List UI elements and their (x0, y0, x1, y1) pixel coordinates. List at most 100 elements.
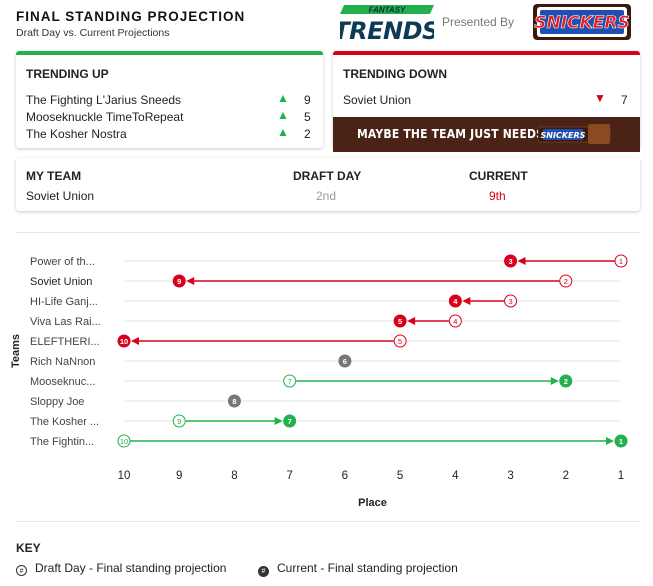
key-draft-day: # Draft Day - Final standing projection (16, 561, 226, 576)
my-team-name[interactable]: Soviet Union (26, 189, 95, 203)
trending-down-change: 7 (621, 93, 628, 107)
arrowhead (550, 377, 559, 385)
key-heading: KEY (16, 541, 41, 555)
current-value: 9th (489, 189, 506, 203)
current-label: 1 (619, 437, 623, 446)
draft-day-col-header: DRAFT DAY (293, 169, 362, 183)
x-tick-label: 5 (397, 470, 403, 482)
x-tick-label: 2 (563, 470, 569, 482)
logo-main-text: TRENDS (340, 17, 434, 41)
up-arrow-icon: ▲ (277, 125, 289, 139)
current-col-header: CURRENT (469, 169, 528, 183)
current-marker (283, 414, 297, 428)
up-arrow-icon: ▲ (277, 108, 289, 122)
y-axis-title: Teams (10, 334, 22, 368)
x-tick-label: 1 (618, 470, 624, 482)
current-marker (172, 274, 186, 288)
trending-up-team[interactable]: Mooseknuckle TimeToRepeat (26, 110, 184, 124)
current-marker (338, 354, 352, 368)
draft-day-label: 2 (564, 277, 568, 286)
x-axis-title: Place (358, 497, 387, 509)
fantasy-trends-logo: FANTASY TRENDS (340, 5, 434, 41)
trending-up-card: TRENDING UP The Fighting L'Jarius Sneeds… (16, 51, 323, 148)
current-label: 2 (564, 377, 568, 386)
current-label: 4 (453, 297, 458, 306)
draft-day-label: 10 (120, 437, 128, 446)
current-label: 6 (343, 357, 347, 366)
draft-day-label: 3 (508, 297, 512, 306)
candy-bar-icon: SNICKERS (538, 124, 611, 144)
trending-down-team[interactable]: Soviet Union (343, 93, 412, 107)
banner-brand-text: SNICKERS (541, 131, 586, 140)
current-label: 8 (232, 397, 236, 406)
sponsor-logo[interactable]: SNICKERS (532, 3, 632, 41)
current-label: 9 (177, 277, 181, 286)
presented-by-label: Presented By (442, 15, 515, 29)
x-tick-label: 9 (176, 470, 182, 482)
y-tick-label: Rich NaNnon (30, 356, 95, 368)
x-tick-label: 4 (452, 470, 459, 482)
arrowhead (462, 297, 471, 305)
x-tick-label: 3 (507, 470, 513, 482)
arrowhead (274, 417, 283, 425)
current-marker (614, 434, 628, 448)
y-tick-label: Mooseknuc... (30, 376, 95, 388)
sponsor-banner[interactable]: MAYBE THE TEAM JUST NEEDS A SNICKERS (333, 117, 640, 152)
banner-text: MAYBE THE TEAM JUST NEEDS A (357, 127, 557, 141)
draft-day-value: 2nd (316, 189, 337, 203)
current-label: 10 (120, 337, 128, 346)
my-team-col-header: MY TEAM (26, 169, 82, 183)
x-tick-label: 10 (118, 470, 131, 482)
current-marker (227, 394, 241, 408)
trending-up-team[interactable]: The Fighting L'Jarius Sneeds (26, 93, 182, 107)
draft-day-marker (504, 294, 518, 308)
page-title: FINAL STANDING PROJECTION (16, 9, 246, 24)
draft-day-label: 1 (619, 257, 623, 266)
x-tick-label: 8 (231, 470, 237, 482)
y-tick-label: The Fightin... (30, 436, 94, 448)
draft-day-label: 7 (288, 377, 292, 386)
y-tick-label: Soviet Union (30, 276, 92, 288)
key-current: # Current - Final standing projection (258, 561, 458, 577)
current-marker (559, 374, 573, 388)
draft-day-label: 4 (453, 317, 457, 326)
arrowhead (186, 277, 195, 285)
y-tick-label: Sloppy Joe (30, 396, 84, 408)
draft-day-marker (172, 414, 186, 428)
y-tick-label: Viva Las Rai... (30, 316, 101, 328)
current-marker (117, 334, 131, 348)
my-team-card: MY TEAM DRAFT DAY CURRENT Soviet Union 2… (16, 158, 640, 211)
arrowhead (517, 257, 526, 265)
trending-down-card: TRENDING DOWN Soviet Union ▼ 7 MAYBE THE… (333, 51, 640, 152)
x-tick-label: 7 (286, 470, 292, 482)
y-tick-label: The Kosher ... (30, 416, 99, 428)
page-subtitle: Draft Day vs. Current Projections (16, 27, 170, 39)
logo-top-text: FANTASY (369, 6, 406, 15)
sponsor-logo-text: SNICKERS (534, 13, 629, 33)
draft-day-marker (614, 254, 628, 268)
current-marker (448, 294, 462, 308)
trending-up-change: 9 (304, 93, 311, 107)
section-divider (16, 232, 640, 233)
key-current-label: Current - Final standing projection (277, 561, 458, 575)
draft-day-marker (393, 334, 407, 348)
trending-up-change: 5 (304, 110, 311, 124)
up-arrow-icon: ▲ (277, 91, 289, 105)
section-divider (16, 521, 640, 522)
arrowhead (131, 337, 139, 345)
draft-day-marker (448, 314, 462, 328)
trending-down-heading: TRENDING DOWN (343, 67, 447, 81)
dumbbell-chart: Teams Power of th... 1 3 Soviet Union 2 9 HI-Li… (10, 254, 628, 509)
y-tick-label: ELEFTHERI... (30, 336, 100, 348)
arrowhead (606, 437, 614, 445)
current-marker (393, 314, 407, 328)
y-tick-label: Power of th... (30, 256, 95, 268)
current-label: 7 (288, 417, 292, 426)
key-draft-label: Draft Day - Final standing projection (35, 561, 227, 575)
down-arrow-icon: ▼ (594, 91, 606, 105)
draft-day-label: 9 (177, 417, 181, 426)
trending-up-team[interactable]: The Kosher Nostra (26, 127, 127, 141)
current-label: 3 (508, 257, 512, 266)
hollow-circle-icon: # (16, 565, 27, 576)
x-tick-label: 6 (342, 470, 348, 482)
